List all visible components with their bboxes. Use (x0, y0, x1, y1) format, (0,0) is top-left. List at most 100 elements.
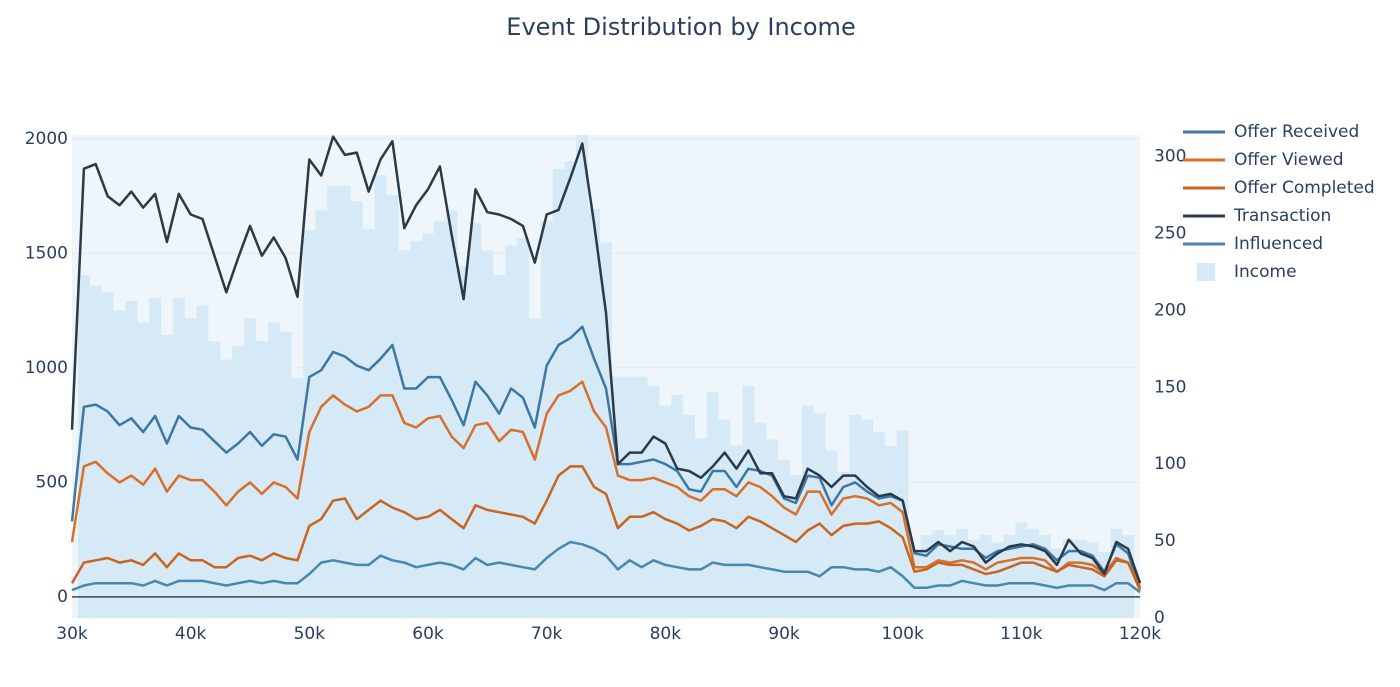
income-bar (896, 430, 909, 618)
x-tick-label: 80k (650, 624, 682, 644)
y2-tick-label: 300 (1154, 147, 1186, 167)
income-bar (101, 291, 114, 618)
series-line (70, 325, 1142, 589)
x-tick-label: 70k (531, 624, 563, 644)
income-bar (220, 359, 233, 618)
income-bar (445, 210, 458, 618)
income-bar (339, 185, 351, 618)
income-bar (611, 376, 624, 618)
x-tick-label: 100k (882, 624, 924, 644)
x-tick-label: 90k (768, 624, 800, 644)
series-line (70, 380, 1142, 589)
y-tick-label: 0 (57, 587, 68, 607)
legend-label: Offer Completed (1234, 178, 1375, 198)
income-bar (125, 301, 138, 618)
income-bar (410, 241, 423, 618)
income-bar (303, 230, 316, 618)
y2-tick-label: 200 (1154, 300, 1186, 320)
income-bar (730, 445, 743, 618)
income-bar (528, 318, 541, 618)
income-bar (623, 376, 636, 618)
income-bar (849, 414, 862, 618)
income-bar (1110, 528, 1123, 618)
income-bar (161, 334, 173, 618)
x-tick-label: 120k (1119, 624, 1161, 644)
income-bar (279, 331, 292, 618)
income-bar (113, 310, 126, 618)
y2-tick-label: 100 (1154, 454, 1186, 474)
income-bar (659, 405, 672, 618)
legend-label: Offer Viewed (1234, 150, 1344, 170)
income-bar (789, 474, 802, 618)
legend-label: Transaction (1233, 206, 1331, 226)
income-bar (1122, 534, 1135, 618)
income-bar (1074, 539, 1087, 618)
income-bar (695, 438, 707, 618)
income-bar (1098, 551, 1111, 618)
income-bar (244, 318, 256, 618)
income-bar (635, 376, 648, 618)
grid-layer (72, 138, 1140, 598)
income-bar (422, 233, 434, 618)
income-bar (315, 210, 328, 618)
income-bar (196, 305, 209, 618)
income-bar (932, 530, 945, 618)
income-bar (398, 250, 411, 618)
income-bar (89, 285, 102, 618)
income-bar (944, 534, 957, 618)
income-bar (350, 201, 363, 618)
x-tick-label: 50k (294, 624, 326, 644)
y2-tick-label: 50 (1154, 531, 1176, 551)
income-bar (172, 298, 185, 618)
income-bar (1062, 539, 1075, 618)
income-bar (861, 419, 873, 618)
y-tick-label: 1500 (25, 243, 68, 263)
income-bar (433, 221, 446, 618)
income-bar (671, 394, 684, 618)
income-bar (647, 385, 660, 618)
income-bar (327, 185, 339, 618)
income-bar (1027, 528, 1040, 618)
income-bar (683, 414, 695, 618)
income-bar (505, 245, 517, 618)
income-bar (1015, 522, 1028, 618)
income-bar (979, 534, 992, 618)
chart-title: Event Distribution by Income (506, 13, 855, 41)
income-bar (576, 135, 589, 618)
legend-label: Offer Received (1234, 122, 1359, 142)
income-bar (267, 322, 280, 618)
income-bar (457, 265, 470, 618)
series-line (70, 135, 1142, 584)
lines-layer (70, 135, 1142, 594)
x-tick-label: 60k (412, 624, 444, 644)
x-tick-label: 110k (1000, 624, 1042, 644)
income-bar (137, 322, 150, 618)
y-tick-label: 1000 (25, 358, 68, 378)
income-bar (706, 391, 719, 618)
income-bar (908, 550, 921, 618)
income-bar (991, 542, 1004, 618)
income-bar (813, 413, 826, 618)
income-bar (742, 385, 755, 618)
income-bar (967, 539, 980, 618)
income-bar (208, 341, 221, 618)
income-bar (493, 274, 506, 618)
y2-tick-label: 250 (1154, 223, 1186, 243)
income-bar (1051, 548, 1063, 618)
y-tick-label: 500 (36, 472, 68, 492)
income-bar (552, 168, 565, 618)
legend-label: Influenced (1234, 234, 1323, 254)
income-bar (1086, 542, 1099, 618)
income-bar (956, 528, 968, 618)
y2-tick-label: 0 (1154, 608, 1165, 628)
income-bar (778, 459, 790, 618)
income-bar (517, 238, 529, 618)
income-bar (801, 405, 814, 618)
x-tick-label: 40k (175, 624, 207, 644)
series-line (70, 465, 1142, 591)
income-bar (920, 534, 933, 618)
series-line (71, 540, 1141, 594)
income-bar (232, 345, 245, 618)
income-bar (540, 221, 553, 618)
